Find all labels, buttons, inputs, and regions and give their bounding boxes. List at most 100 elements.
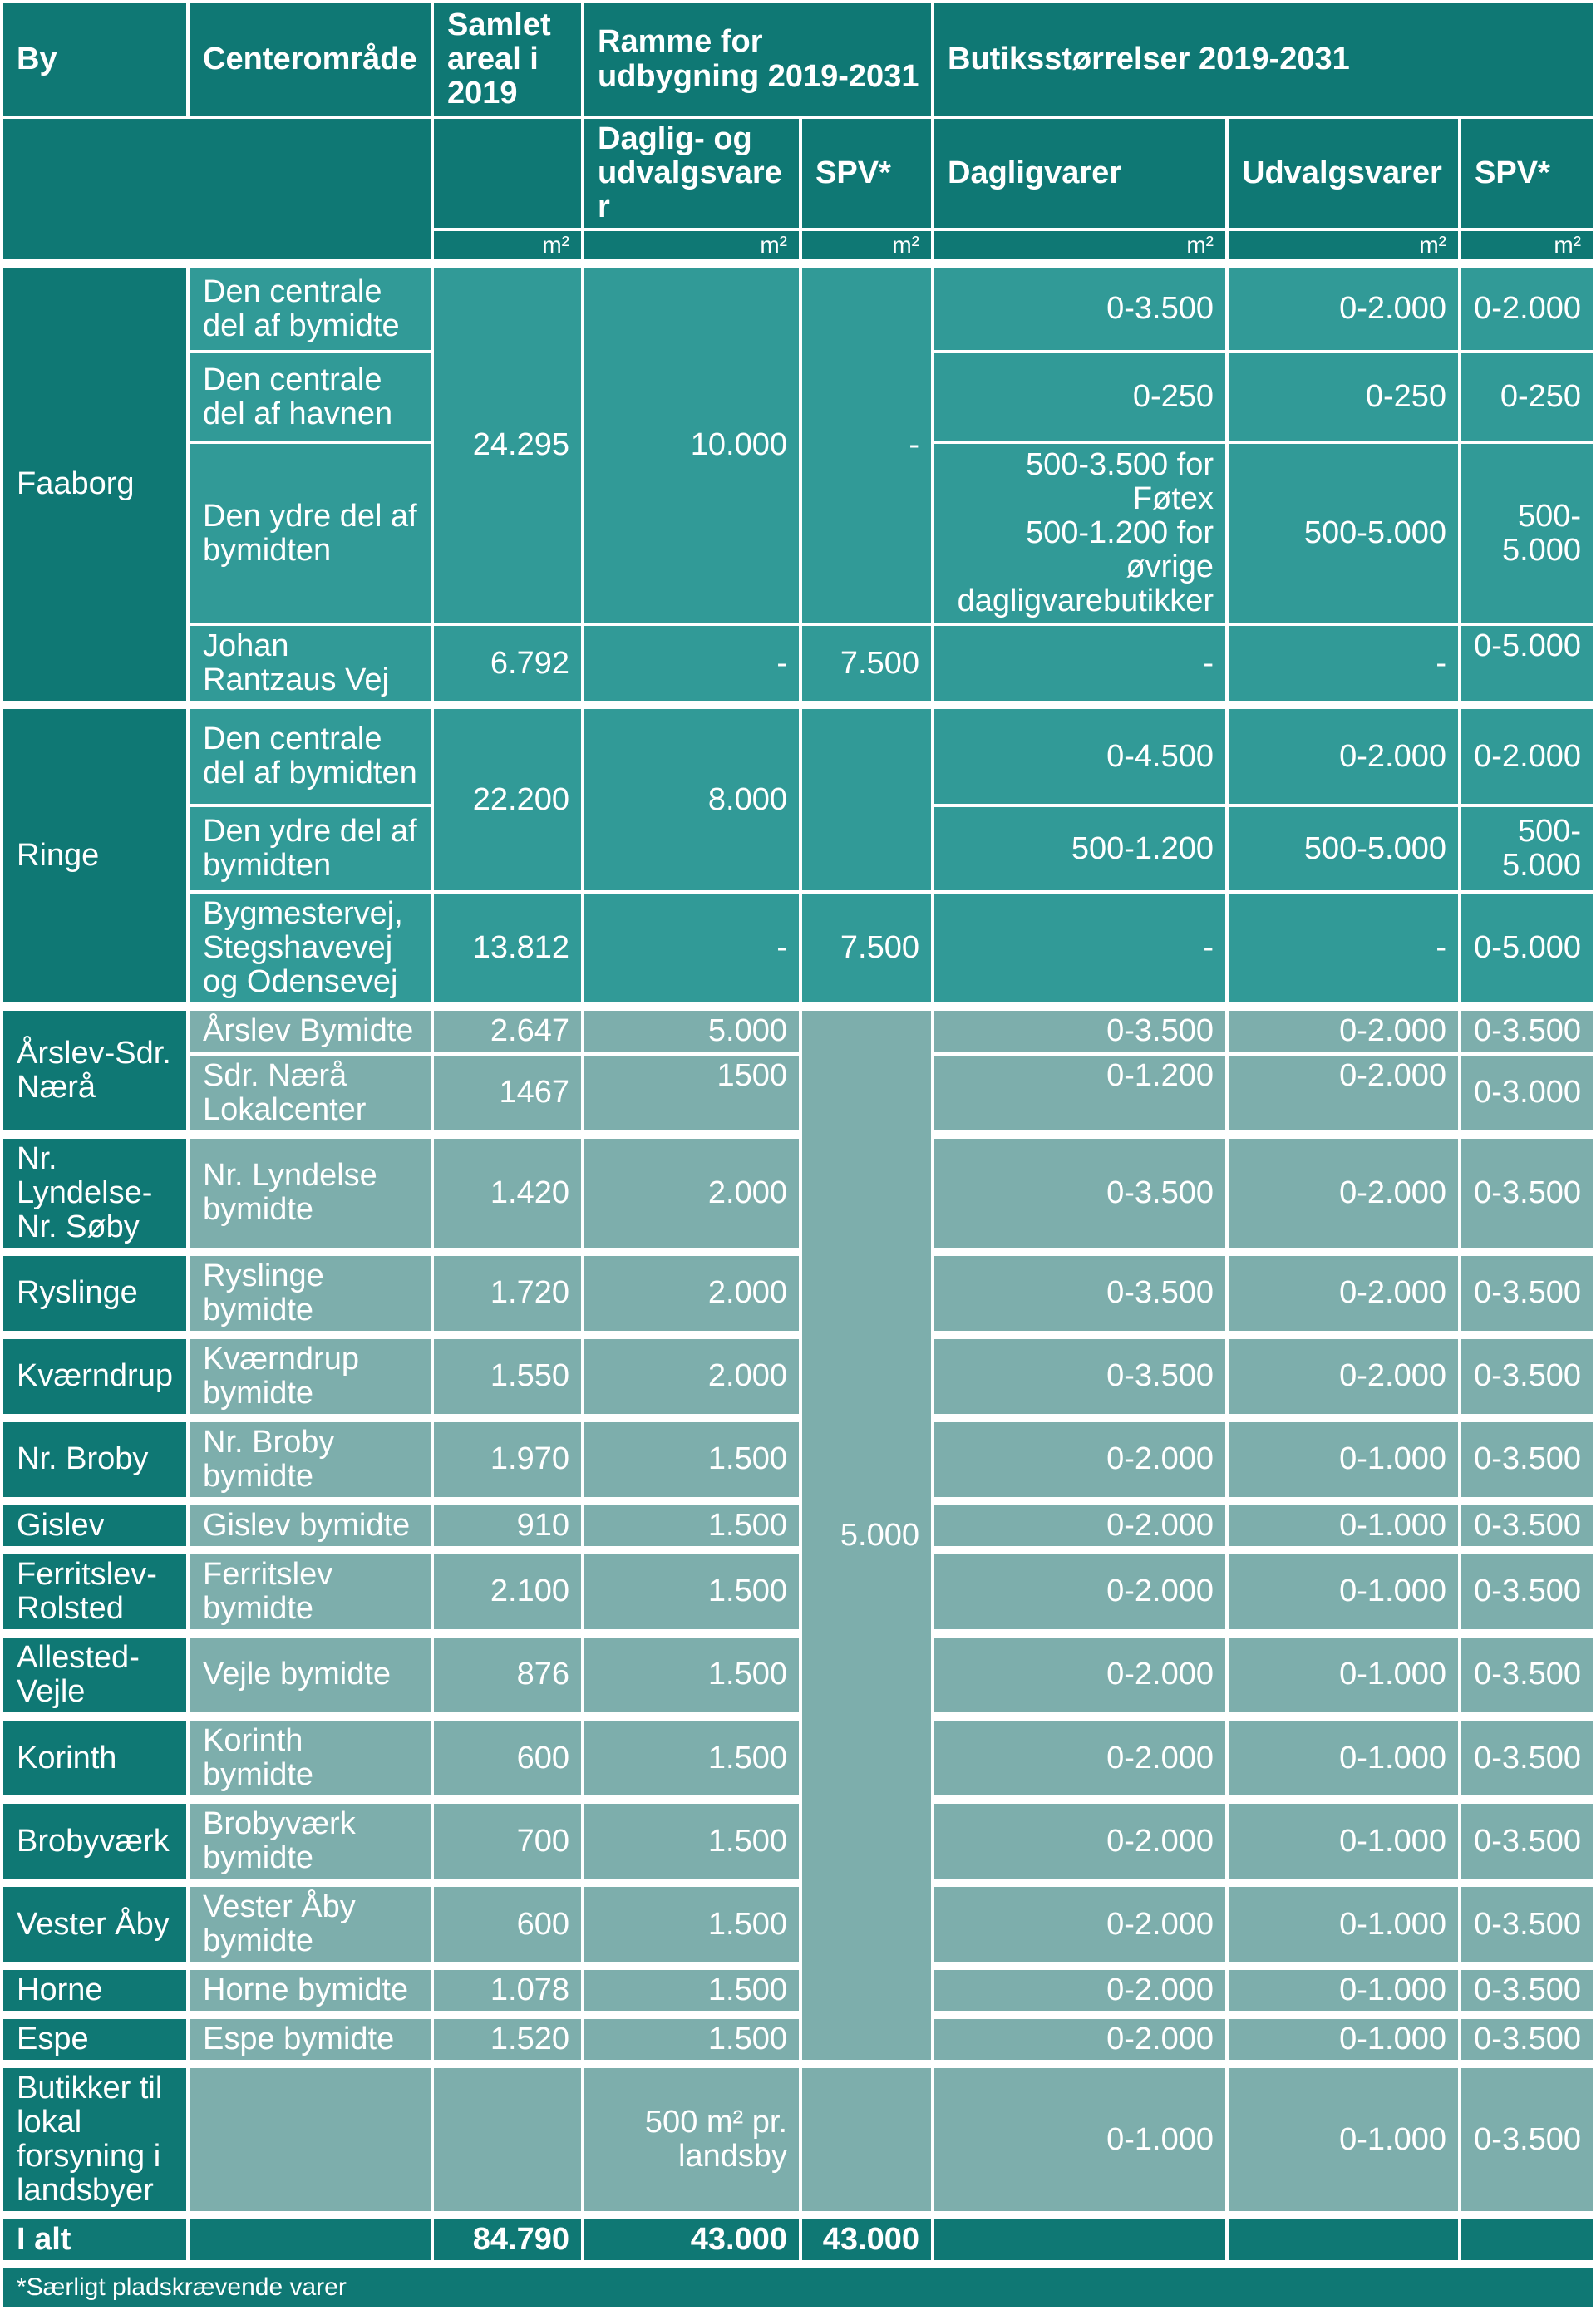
header-samlet-areal: Samlet areal i 2019 [434,3,581,116]
dagligvarer-cell: 0-250 [934,353,1226,441]
spv-butik-cell: 0-5.000 [1461,894,1594,1003]
samlet-cell: 13.812 [434,894,581,1003]
samlet-cell [434,2063,581,2212]
center-cell: Johan Rantzaus Vej [190,626,431,702]
subheader-spv-butik: SPV* [1461,119,1594,229]
subheader-daglig-udvalgsvarer: Daglig- og udvalgsvarer [584,119,799,229]
center-cell: Vester Åby bymidte [190,1882,431,1963]
table-row: Den centrale del af havnen 0-250 0-250 0… [3,353,1594,441]
samlet-cell: 600 [434,1882,581,1963]
spv-butik-cell: 0-3.500 [1461,1716,1594,1796]
dagligvarer-cell: 0-2.000 [934,2014,1226,2061]
spv-ramme-cell: 7.500 [802,894,932,1003]
table-row: Årslev-Sdr. Nærå Årslev Bymidte 2.647 5.… [3,1006,1594,2061]
center-cell: Kværndrup bymidte [190,1333,431,1414]
total-dagligvarer-filler [934,2214,1226,2261]
table-row: Nr. Lyndelse-Nr. Søby Nr. Lyndelse bymid… [3,1133,1594,1248]
header-ramme-udbygning: Ramme for udbygning 2019-2031 [584,3,932,116]
udvalgsvarer-cell: 0-2.000 [1229,263,1459,351]
ramme-cell: 1.500 [584,1882,799,1963]
spv-butik-cell: 0-3.500 [1461,1882,1594,1963]
udvalgsvarer-cell: 0-2.000 [1229,1250,1459,1331]
ramme-cell: 1.500 [584,1799,799,1879]
ramme-cell: 1.500 [584,1716,799,1796]
table-row: Horne Horne bymidte 1.078 1.500 0-2.000 … [3,1965,1594,2012]
samlet-cell: 2.647 [434,1006,581,1052]
center-cell: Horne bymidte [190,1965,431,2012]
udvalgsvarer-cell: 0-2.000 [1229,1133,1459,1248]
udvalgsvarer-cell: 0-2.000 [1229,1055,1459,1130]
spv-butik-cell: 0-3.500 [1461,2063,1594,2212]
spv-ramme-cell [802,2063,932,2212]
ramme-cell: 5.000 [584,1006,799,1052]
spv-ramme-cell: 7.500 [802,626,932,702]
header-filler-block [3,119,431,260]
by-cell-ferritslev: Ferritslev-Rolsted [3,1549,186,1629]
center-cell: Den ydre del af bymidten [190,807,431,891]
table-row: Nr. Broby Nr. Broby bymidte 1.970 1.500 … [3,1416,1594,1497]
dagligvarer-cell: 500-3.500 for Føtex 500-1.200 for øvrige… [934,444,1226,623]
footnote: *Særligt pladskrævende varer [3,2263,1594,2308]
center-cell: Ryslinge bymidte [190,1250,431,1331]
dagligvarer-cell: 500-1.200 [934,807,1226,891]
spv-butik-cell: 0-3.500 [1461,1549,1594,1629]
by-cell-faaborg: Faaborg [3,263,186,702]
table-row: Brobyværk Brobyværk bymidte 700 1.500 0-… [3,1799,1594,1879]
udvalgsvarer-cell: 0-1.000 [1229,2014,1459,2061]
samlet-cell-merged: 24.295 [434,263,581,623]
udvalgsvarer-cell: 0-1.000 [1229,1500,1459,1546]
unit-cell-dagligvarer: m² [934,231,1226,260]
by-cell-nr-broby: Nr. Broby [3,1416,186,1497]
center-cell: Nr. Broby bymidte [190,1416,431,1497]
header-centeromrade: Centerområde [190,3,431,116]
table-row: Gislev Gislev bymidte 910 1.500 0-2.000 … [3,1500,1594,1546]
dagligvarer-cell: 0-2.000 [934,1416,1226,1497]
ramme-cell: 1.500 [584,1965,799,2012]
subheader-udvalgsvarer: Udvalgsvarer [1229,119,1459,229]
spv-butik-cell: 0-3.500 [1461,1006,1594,1052]
center-cell: Den centrale del af havnen [190,353,431,441]
unit-cell-spv-ramme: m² [802,231,932,260]
total-ramme: 43.000 [584,2214,799,2261]
spv-butik-cell: 0-3.000 [1461,1055,1594,1130]
udvalgsvarer-cell: 0-1.000 [1229,1632,1459,1713]
by-cell-lokal-forsyning: Butikker til lokal forsyning i landsbyer [3,2063,186,2212]
center-cell: Årslev Bymidte [190,1006,431,1052]
samlet-cell: 876 [434,1632,581,1713]
spv-butik-cell: 0-5.000 [1461,626,1594,702]
ramme-cell: 2.000 [584,1250,799,1331]
table-row: Den ydre del af bymidten 500-3.500 for F… [3,444,1594,623]
spv-butik-cell: 500-5.000 [1461,807,1594,891]
samlet-cell: 600 [434,1716,581,1796]
spv-butik-cell: 500-5.000 [1461,444,1594,623]
table-row: Espe Espe bymidte 1.520 1.500 0-2.000 0-… [3,2014,1594,2061]
table-row: Johan Rantzaus Vej 6.792 - 7.500 - - 0-5… [3,626,1594,702]
spv-butik-cell: 0-3.500 [1461,1965,1594,2012]
dagligvarer-cell: 0-2.000 [934,1965,1226,2012]
udvalgsvarer-cell: 0-1.000 [1229,1716,1459,1796]
header-samlet-filler [434,119,581,229]
dagligvarer-cell: 0-2.000 [934,1632,1226,1713]
dagligvarer-cell: 0-3.500 [934,1250,1226,1331]
ramme-cell: - [584,894,799,1003]
dagligvarer-cell: 0-3.500 [934,1006,1226,1052]
by-cell-korinth: Korinth [3,1716,186,1796]
spv-butik-cell: 0-3.500 [1461,1799,1594,1879]
spv-butik-cell: 0-3.500 [1461,1416,1594,1497]
ramme-cell: 1.500 [584,1416,799,1497]
by-cell-brobyvaerk: Brobyværk [3,1799,186,1879]
samlet-cell: 1.520 [434,2014,581,2061]
table-row: Faaborg Den centrale del af bymidte 24.2… [3,263,1594,702]
dagligvarer-cell: 0-1.200 [934,1055,1226,1130]
dagligvarer-cell: 0-2.000 [934,1549,1226,1629]
udvalgsvarer-cell: 0-1.000 [1229,1799,1459,1879]
dagligvarer-cell: 0-2.000 [934,1799,1226,1879]
samlet-cell: 1.720 [434,1250,581,1331]
ramme-cell: 2.000 [584,1333,799,1414]
total-samlet: 84.790 [434,2214,581,2261]
center-cell: Nr. Lyndelse bymidte [190,1133,431,1248]
unit-cell-ramme: m² [584,231,799,260]
center-cell: Brobyværk bymidte [190,1799,431,1879]
unit-cell-samlet: m² [434,231,581,260]
spv-butik-cell: 0-3.500 [1461,1500,1594,1546]
